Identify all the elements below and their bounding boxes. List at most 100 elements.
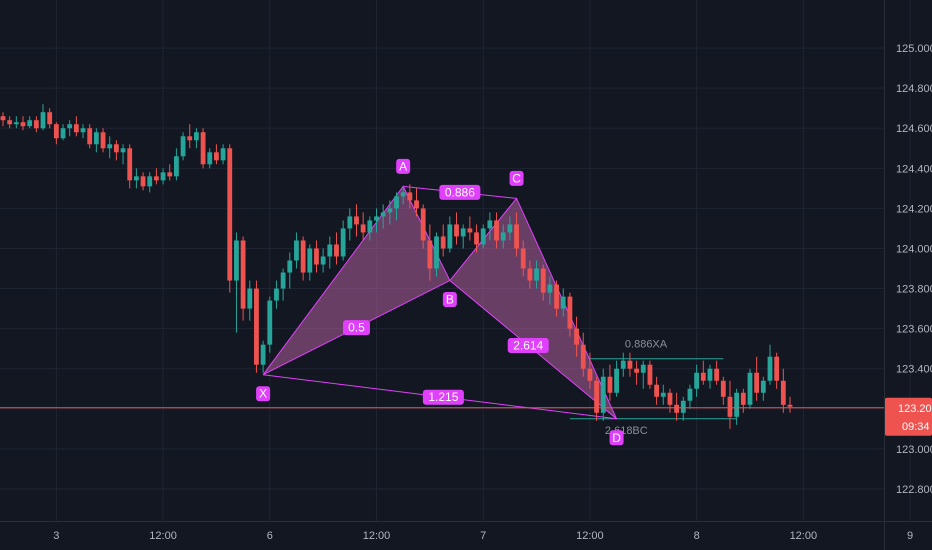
candle-body (674, 404, 680, 413)
candle-body (327, 244, 333, 257)
candle-body (234, 240, 239, 281)
point-b-badge-bg (442, 292, 457, 308)
candle-body (427, 240, 433, 269)
ratio-xab-badge-text: 0.5 (348, 321, 365, 335)
candle-body (7, 120, 13, 125)
candle-body (780, 380, 786, 405)
candle-body (447, 224, 453, 249)
candle-body (700, 372, 706, 381)
candle-body (167, 172, 173, 177)
candle-body (354, 216, 359, 225)
candle-body (80, 128, 86, 133)
point-x-badge-bg (256, 386, 271, 402)
candle-body (240, 240, 246, 309)
candle-body (27, 120, 33, 127)
time-tick-label: 6 (267, 530, 273, 542)
candle-body (300, 240, 306, 273)
candle-body (767, 356, 773, 381)
candle-body (140, 176, 146, 187)
price-tick-label: 124.200 (896, 203, 932, 215)
candle-body (153, 176, 159, 181)
bar-countdown-label: 09:34 (902, 421, 930, 433)
candle-body (280, 272, 286, 289)
candles (0, 104, 793, 429)
candle-body (634, 368, 640, 373)
current-price-tag: 123.205 09:34 (885, 397, 932, 436)
point-b-badge: B (442, 292, 457, 308)
point-x-badge: X (256, 386, 271, 402)
candle-body (180, 136, 186, 157)
time-tick-label: 3 (53, 530, 59, 542)
price-tick-label: 124.000 (896, 243, 932, 255)
candle-body (294, 240, 299, 261)
price-tick-label: 123.600 (896, 324, 932, 336)
candle-body (774, 356, 780, 381)
candle-body (340, 228, 346, 257)
price-tick-label: 125.000 (896, 43, 932, 55)
candle-body (274, 288, 279, 301)
candle-body (334, 244, 339, 257)
candle-body (47, 112, 53, 125)
candle-body (560, 296, 566, 309)
candle-body (687, 388, 693, 401)
candle-body (654, 384, 660, 397)
candle-body (394, 196, 399, 209)
candle-body (527, 268, 533, 281)
candle-body (494, 220, 499, 241)
candle-body (540, 268, 546, 293)
candle-body (227, 148, 233, 281)
candle-body (754, 372, 760, 393)
candle-body (414, 200, 419, 209)
point-a-badge: A (396, 158, 411, 174)
ratio-xad-badge: 1.215 (422, 389, 464, 405)
candle-body (147, 176, 153, 187)
candle-body (600, 376, 606, 413)
candle-body (694, 372, 700, 389)
point-c-badge-text: C (512, 171, 521, 185)
ratio-abc-badge-text: 0.886 (445, 185, 475, 199)
price-tag-bg (885, 397, 932, 436)
candle-body (113, 144, 119, 153)
ratio-bcd-badge-bg (507, 338, 549, 354)
candle-body (387, 208, 393, 213)
candle-body (53, 124, 59, 139)
candle-body (520, 248, 526, 269)
price-tick-label: 124.600 (896, 123, 932, 135)
candle-body (640, 364, 646, 373)
point-d-badge: D (609, 430, 624, 446)
point-x-badge-text: X (259, 387, 267, 401)
candle-body (220, 148, 226, 161)
point-c-badge-bg (509, 170, 524, 186)
time-tick-label: 9 (907, 530, 913, 542)
point-a-badge-text: A (399, 159, 407, 173)
point-a-badge-bg (396, 158, 411, 174)
candle-body (307, 248, 313, 273)
candle-body (40, 112, 46, 129)
time-axis[interactable]: 3 12:00 6 12:00 7 12:00 8 12:00 9 (0, 521, 932, 543)
candle-body (380, 212, 386, 217)
candle-body (434, 236, 439, 269)
ratio-xab-badge-bg (342, 320, 370, 336)
candle-body (734, 392, 740, 417)
candle-body (620, 360, 626, 369)
candle-body (107, 144, 113, 149)
candle-body (574, 328, 579, 345)
candle-body (707, 368, 713, 381)
price-axis[interactable]: 125.000 124.800 124.600 124.400 124.200 124.0… (884, 0, 932, 550)
fib-level-label: 0.886XA (625, 339, 668, 351)
point-d-badge-text: D (612, 431, 621, 445)
candle-body (194, 132, 199, 141)
candle-body (174, 156, 179, 177)
point-c-badge: C (509, 170, 524, 186)
candle-body (474, 232, 479, 245)
candle-body (554, 284, 559, 309)
candle-body (680, 400, 686, 413)
candle-body (347, 216, 353, 229)
candle-body (407, 192, 413, 201)
candle-body (514, 224, 519, 249)
price-tick-label: 122.800 (896, 484, 932, 496)
candle-body (214, 152, 219, 161)
candle-body (0, 116, 6, 121)
time-tick-label: 12:00 (790, 530, 818, 542)
